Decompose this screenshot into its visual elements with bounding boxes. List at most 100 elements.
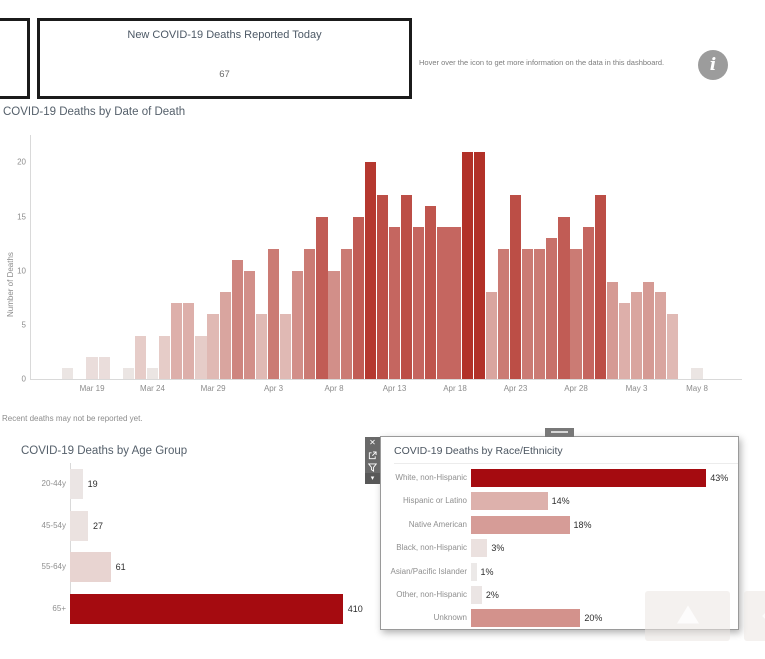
filter-icon[interactable] — [365, 461, 380, 473]
date-bar[interactable] — [86, 357, 98, 379]
age-bar[interactable] — [70, 593, 343, 624]
date-bar[interactable] — [667, 314, 679, 379]
panel-drag-handle[interactable] — [545, 428, 574, 437]
date-bar[interactable] — [388, 227, 401, 379]
date-bar[interactable] — [316, 216, 328, 379]
date-bar[interactable] — [522, 249, 534, 379]
date-bar[interactable] — [473, 151, 485, 379]
race-bar[interactable] — [471, 539, 488, 558]
kpi-box-left-partial — [0, 18, 30, 99]
date-bar[interactable] — [534, 249, 546, 379]
race-bar-value: 1% — [480, 566, 494, 577]
race-chart-title: COVID-19 Deaths by Race/Ethnicity — [394, 445, 738, 464]
date-bar[interactable] — [655, 292, 667, 379]
race-bar[interactable] — [471, 609, 581, 628]
date-bar[interactable] — [570, 249, 582, 379]
date-bar[interactable] — [437, 227, 449, 379]
date-bar[interactable] — [62, 368, 74, 379]
info-icon[interactable]: i — [698, 50, 728, 80]
date-bar[interactable] — [255, 314, 268, 379]
date-bar[interactable] — [401, 194, 413, 379]
date-bar[interactable] — [691, 368, 703, 379]
race-bar[interactable] — [471, 469, 707, 487]
date-bar[interactable] — [413, 227, 425, 379]
date-bar[interactable] — [485, 292, 497, 379]
age-bar[interactable] — [70, 469, 83, 499]
y-tick-label: 15 — [17, 212, 26, 222]
date-bar[interactable] — [243, 270, 255, 379]
date-bar[interactable] — [280, 314, 292, 379]
open-in-new-icon[interactable] — [365, 449, 380, 461]
x-tick-label: May 3 — [625, 384, 648, 393]
age-bar[interactable] — [70, 510, 88, 541]
date-bar[interactable] — [509, 194, 522, 379]
watermark-tile — [645, 591, 730, 641]
info-banner-text: Hover over the icon to get more informat… — [419, 58, 665, 67]
x-axis-line — [30, 379, 742, 380]
date-bar[interactable] — [195, 335, 207, 379]
date-bar[interactable] — [558, 216, 570, 379]
x-tick-label: Mar 29 — [200, 384, 226, 393]
date-bar[interactable] — [304, 249, 316, 379]
date-bar[interactable] — [340, 249, 352, 379]
race-bar[interactable] — [471, 515, 570, 534]
date-bar[interactable] — [231, 259, 243, 379]
date-bar[interactable] — [98, 357, 110, 379]
x-tick-label: Apr 13 — [382, 384, 407, 393]
date-bar[interactable] — [267, 249, 280, 379]
age-bar[interactable] — [70, 552, 111, 582]
age-bar-value: 410 — [347, 603, 363, 614]
race-row-label: Unknown — [433, 613, 467, 623]
kpi-box-new-deaths: New COVID-19 Deaths Reported Today 67 — [37, 18, 412, 99]
date-bar[interactable] — [497, 249, 510, 379]
race-bar[interactable] — [471, 586, 482, 604]
date-bar[interactable] — [449, 227, 461, 379]
race-row-label: Hispanic or Latino — [402, 496, 467, 506]
kpi-title: New COVID-19 Deaths Reported Today — [127, 29, 322, 41]
date-bar[interactable] — [219, 292, 231, 379]
diamond-logo-icon — [761, 606, 765, 626]
race-row-label: Other, non-Hispanic — [396, 590, 467, 599]
close-icon[interactable]: ✕ — [365, 437, 380, 449]
race-row-label: Black, non-Hispanic — [396, 543, 467, 553]
date-bar[interactable] — [171, 303, 183, 379]
x-tick-label: Apr 28 — [564, 384, 588, 393]
dropdown-caret-icon[interactable]: ▾ — [365, 473, 380, 484]
date-bar[interactable] — [352, 216, 364, 379]
date-bar[interactable] — [618, 303, 631, 379]
age-row-label: 20-44y — [41, 479, 66, 488]
date-bar[interactable] — [364, 162, 376, 379]
date-bar[interactable] — [630, 292, 643, 379]
triangle-logo-icon — [676, 605, 699, 624]
date-bar[interactable] — [292, 270, 304, 379]
date-bar[interactable] — [461, 151, 473, 379]
date-bar[interactable] — [183, 303, 195, 379]
date-bar[interactable] — [207, 314, 219, 379]
date-bar[interactable] — [122, 368, 134, 379]
race-bar[interactable] — [471, 562, 477, 581]
date-bar[interactable] — [594, 194, 606, 379]
date-bar[interactable] — [328, 270, 340, 379]
date-bar[interactable] — [425, 205, 437, 379]
x-tick-label: Apr 3 — [263, 384, 284, 393]
date-bar[interactable] — [606, 281, 618, 379]
x-tick-label: Apr 23 — [503, 384, 528, 393]
y-tick-label: 20 — [17, 157, 26, 167]
date-bar[interactable] — [546, 238, 558, 379]
race-bar-value: 18% — [573, 519, 592, 530]
date-bar[interactable] — [146, 368, 159, 379]
age-bar-value: 19 — [87, 479, 98, 489]
date-bar[interactable] — [643, 281, 655, 379]
race-bar-value: 14% — [551, 496, 570, 507]
drag-handle-line — [551, 431, 568, 433]
age-row-label: 55-64y — [41, 562, 66, 571]
y-axis-label: Number of Deaths — [6, 252, 15, 317]
x-tick-label: Mar 24 — [140, 384, 165, 393]
date-bar[interactable] — [582, 227, 594, 379]
date-bar[interactable] — [376, 194, 389, 379]
race-bar[interactable] — [471, 492, 548, 511]
age-bar-value: 61 — [115, 562, 126, 572]
y-tick-label: 0 — [21, 374, 26, 384]
date-bar[interactable] — [134, 335, 147, 379]
date-bar[interactable] — [159, 335, 171, 379]
